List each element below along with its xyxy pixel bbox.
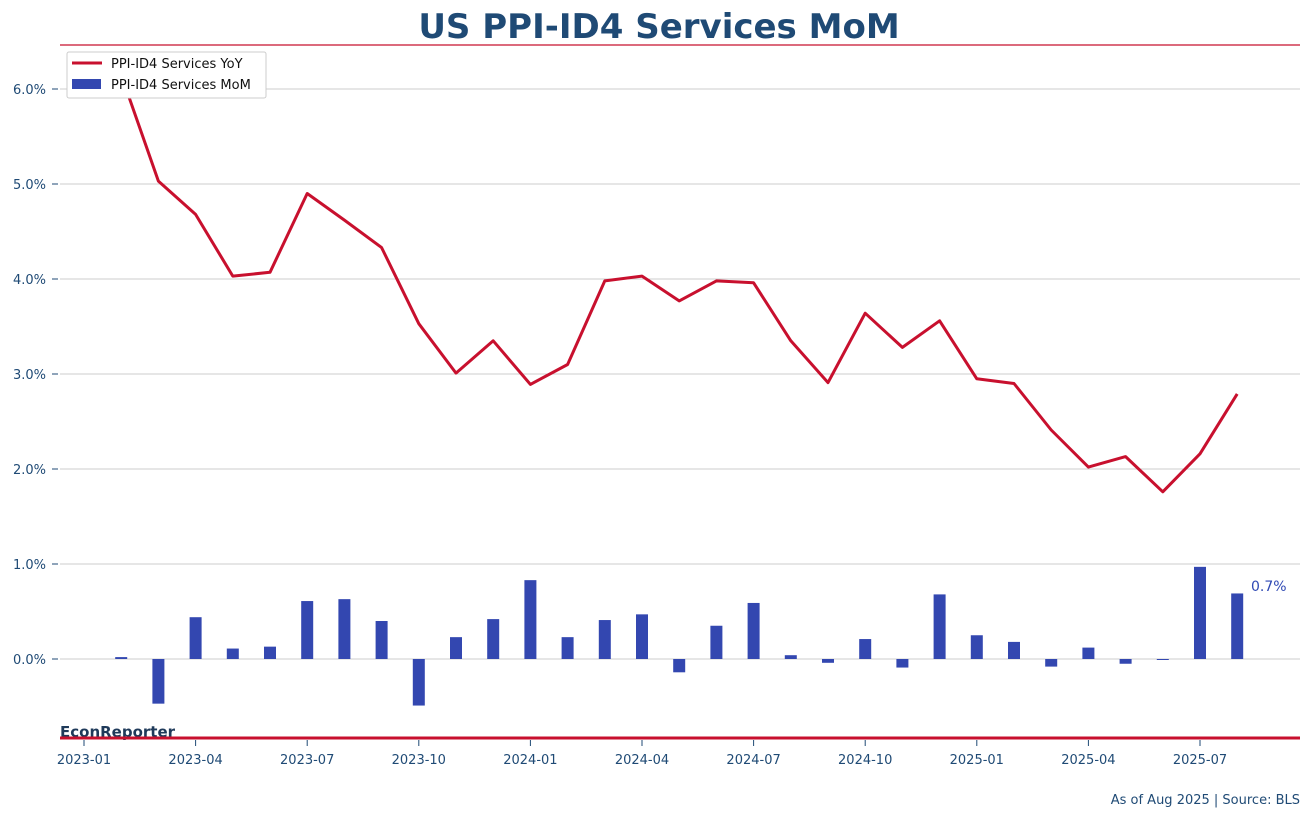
mom-bar	[933, 594, 946, 659]
legend-box	[66, 51, 267, 99]
y-tick-label: 2.0%	[13, 463, 46, 478]
mom-bar	[115, 657, 128, 659]
mom-bar	[1194, 566, 1206, 659]
mom-bar	[338, 599, 351, 659]
mom-bar	[375, 621, 388, 659]
mom-bar	[710, 625, 723, 659]
x-tick-label: 2023-10	[392, 753, 446, 768]
x-tick-label: 2025-01	[950, 753, 1004, 768]
mom-bar	[1008, 641, 1020, 659]
mom-bar	[189, 617, 202, 659]
x-tick-label: 2023-01	[57, 753, 111, 768]
legend-mom-label: PPI-ID4 Services MoM	[111, 78, 251, 93]
legend-mom-swatch	[72, 79, 101, 89]
mom-bar	[226, 648, 239, 659]
yoy-line	[119, 74, 1239, 494]
mom-bar	[561, 637, 574, 659]
mom-bar	[747, 602, 760, 659]
x-axis: 2023-01 2023-04 2023-07 2023-10 2024-01 2024-…	[57, 740, 1227, 768]
mom-bar	[636, 614, 648, 659]
mom-bar	[152, 659, 165, 704]
x-tick-label: 2024-01	[503, 753, 557, 768]
mom-bar	[487, 619, 500, 659]
mom-bar	[450, 637, 462, 659]
mom-bar	[970, 635, 983, 659]
mom-bar	[412, 659, 425, 706]
x-tick-label: 2024-10	[838, 753, 892, 768]
mom-bar	[822, 659, 834, 663]
yoy-line-series	[119, 74, 1239, 494]
mom-bar	[598, 620, 611, 659]
y-tick-label: 3.0%	[13, 368, 46, 383]
mom-bar	[301, 601, 314, 659]
footer-source: As of Aug 2025 | Source: BLS	[1111, 793, 1300, 808]
mom-bar	[1119, 659, 1132, 664]
grid-lines	[60, 88, 1300, 660]
y-tick-label: 0.0%	[13, 653, 46, 668]
mom-bar	[1082, 647, 1095, 659]
x-tick-label: 2023-07	[280, 753, 334, 768]
x-tick-label: 2024-04	[615, 753, 669, 768]
legend: PPI-ID4 Services YoY PPI-ID4 Services Mo…	[66, 51, 267, 99]
mom-bar	[673, 659, 686, 673]
legend-yoy-label: PPI-ID4 Services YoY	[111, 57, 243, 72]
mom-bar	[1045, 659, 1058, 667]
y-tick-label: 6.0%	[13, 83, 46, 98]
x-tick-label: 2024-07	[726, 753, 780, 768]
y-tick-label: 4.0%	[13, 273, 46, 288]
mom-bar	[1231, 593, 1244, 659]
y-tick-label: 5.0%	[13, 178, 46, 193]
chart-title: US PPI-ID4 Services MoM	[418, 7, 899, 47]
y-tick-label: 1.0%	[13, 558, 46, 573]
x-tick-label: 2023-04	[168, 753, 222, 768]
x-tick-label: 2025-07	[1173, 753, 1227, 768]
mom-bar	[264, 646, 276, 659]
mom-bar	[784, 655, 797, 659]
mom-bar	[524, 580, 537, 659]
mom-bar	[896, 659, 909, 668]
mom-bars	[115, 566, 1244, 706]
x-tick-label: 2025-04	[1061, 753, 1115, 768]
mom-bar	[859, 639, 872, 659]
mom-bar	[1156, 659, 1169, 660]
y-axis: 0.0% 1.0% 2.0% 3.0% 4.0% 5.0% 6.0%	[13, 83, 58, 668]
last-value-label: 0.7%	[1251, 579, 1287, 595]
